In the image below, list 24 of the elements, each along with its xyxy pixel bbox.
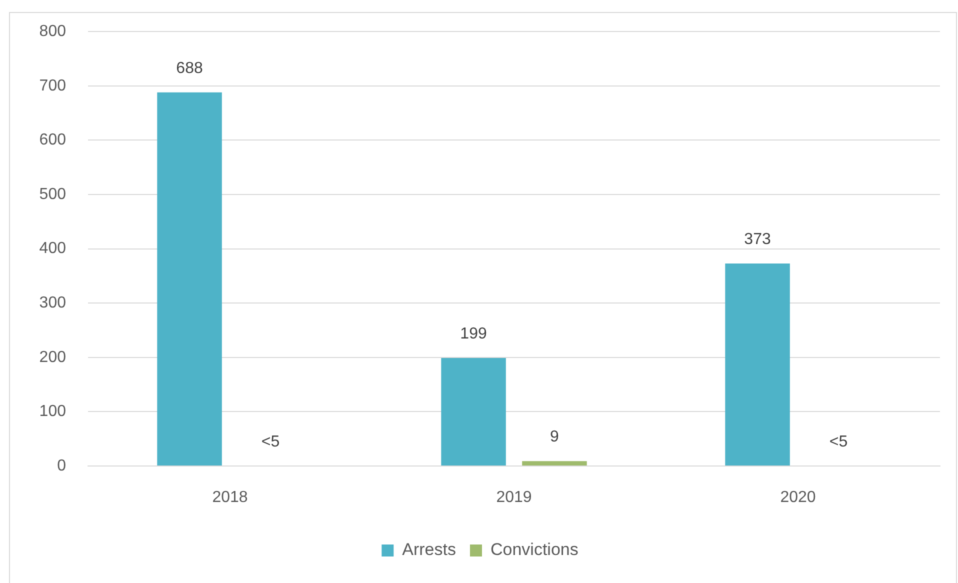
- text: <5: [261, 433, 280, 450]
- x-tick-label: 2019: [496, 489, 532, 506]
- data-label: 199: [460, 325, 487, 342]
- x-tick-label: 2020: [780, 489, 816, 506]
- bar: [725, 263, 790, 466]
- y-tick-label: 600: [39, 132, 66, 149]
- data-label: 688: [176, 60, 203, 77]
- text: <5: [829, 433, 848, 450]
- y-tick-label: 400: [39, 240, 66, 258]
- bar: [522, 461, 587, 466]
- bar: [441, 358, 506, 466]
- legend-label: Arrests: [402, 540, 456, 560]
- y-tick-label: 100: [39, 403, 66, 420]
- y-tick-label: 800: [39, 23, 66, 40]
- data-label: 373: [744, 230, 771, 248]
- y-tick-label: 0: [57, 457, 66, 474]
- y-tick-label: 300: [39, 294, 66, 312]
- bar: [157, 92, 222, 466]
- x-tick-label: 2018: [212, 489, 248, 506]
- data-label: 9: [550, 428, 560, 446]
- legend-label: Convictions: [490, 540, 578, 560]
- y-tick-label: 700: [39, 77, 66, 94]
- y-tick-label: 200: [39, 348, 66, 366]
- y-tick-label: 500: [39, 186, 66, 203]
